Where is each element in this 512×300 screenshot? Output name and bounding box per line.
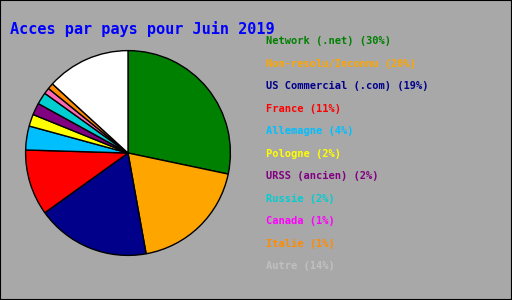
Text: Allemagne (4%): Allemagne (4%) (266, 126, 354, 136)
Wedge shape (45, 153, 146, 255)
Wedge shape (33, 103, 128, 153)
Wedge shape (38, 93, 128, 153)
Wedge shape (29, 115, 128, 153)
Wedge shape (45, 88, 128, 153)
Wedge shape (49, 84, 128, 153)
Text: Autre (14%): Autre (14%) (266, 261, 335, 271)
Text: Pologne (2%): Pologne (2%) (266, 148, 341, 158)
Wedge shape (128, 51, 230, 174)
Text: Russie (2%): Russie (2%) (266, 194, 335, 203)
Wedge shape (52, 51, 128, 153)
Wedge shape (128, 153, 228, 254)
Text: Non-resolu/Inconnu (20%): Non-resolu/Inconnu (20%) (266, 58, 416, 68)
Text: Italie (1%): Italie (1%) (266, 238, 335, 248)
Text: Canada (1%): Canada (1%) (266, 216, 335, 226)
Wedge shape (26, 126, 128, 153)
Text: URSS (ancien) (2%): URSS (ancien) (2%) (266, 171, 379, 181)
Text: Network (.net) (30%): Network (.net) (30%) (266, 36, 391, 46)
Text: France (11%): France (11%) (266, 103, 341, 113)
Wedge shape (26, 150, 128, 213)
Text: US Commercial (.com) (19%): US Commercial (.com) (19%) (266, 81, 429, 91)
Text: Acces par pays pour Juin 2019: Acces par pays pour Juin 2019 (10, 21, 275, 37)
